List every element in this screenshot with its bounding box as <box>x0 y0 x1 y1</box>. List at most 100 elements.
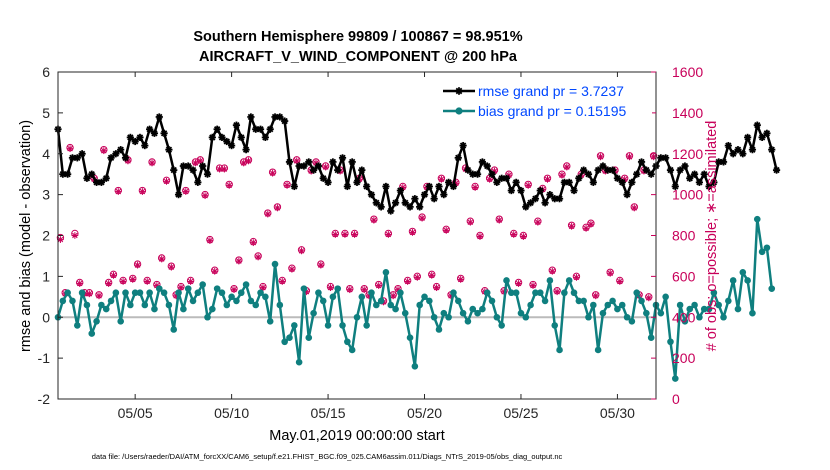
bias-point <box>257 289 264 297</box>
rmse-point <box>203 170 212 178</box>
bias-point <box>691 301 698 309</box>
y-right-tick-label: 0 <box>672 391 680 407</box>
obs-assimilated-marker <box>211 267 219 275</box>
obs-assimilated-marker <box>476 233 484 240</box>
bias-point <box>127 301 134 309</box>
obs-assimilated-marker <box>216 165 223 173</box>
legend-box <box>440 80 652 124</box>
bias-point <box>570 289 578 297</box>
rmse-point <box>729 150 737 158</box>
rmse-point <box>473 170 482 178</box>
obs-assimilated-marker <box>563 163 571 171</box>
bias-point <box>315 289 322 297</box>
rmse-point <box>363 182 371 191</box>
x-axis-label: May.01,2019 00:00:00 start <box>269 428 444 444</box>
obs-assimilated-marker <box>346 286 354 294</box>
bias-point <box>546 277 554 284</box>
obs-assimilated-marker <box>558 171 566 179</box>
x-tick-label: 05/15 <box>311 405 346 421</box>
bias-point <box>604 301 612 309</box>
y-tick-label: 1 <box>42 268 50 284</box>
obs-assimilated-marker <box>119 278 127 285</box>
y-right-tick-label: 200 <box>672 350 696 366</box>
rmse-point <box>488 170 496 178</box>
rmse-point <box>449 182 458 191</box>
bias-point <box>233 297 240 305</box>
obs-assimilated-marker <box>466 218 474 226</box>
obs-assimilated-marker <box>351 231 358 238</box>
rmse-point <box>555 195 564 203</box>
bias-point <box>324 322 332 329</box>
obs-assimilated-marker <box>592 292 600 300</box>
bias-point <box>445 313 452 321</box>
rmse-point <box>753 121 761 129</box>
bias-point <box>541 297 549 305</box>
rmse-point <box>748 146 757 154</box>
bias-point <box>397 289 404 297</box>
legend-rmse-label: rmse grand pr = 3.7237 <box>478 83 624 99</box>
rmse-point <box>295 162 303 170</box>
bias-point <box>93 318 100 325</box>
rmse-point <box>131 137 139 146</box>
y-right-tick-label: 400 <box>672 309 696 325</box>
chart-title: Southern Hemisphere 99809 / 100867 = 98.… <box>193 29 522 45</box>
bias-point <box>286 334 293 341</box>
rmse-point <box>763 129 771 137</box>
bias-point <box>146 289 153 297</box>
bias-point <box>522 313 530 321</box>
bias-point <box>237 289 245 297</box>
rmse-point <box>647 170 655 178</box>
obs-assimilated-marker <box>626 153 633 161</box>
obs-assimilated-marker <box>568 222 575 230</box>
obs-assimilated-marker <box>384 231 392 238</box>
bias-point <box>266 318 274 325</box>
bias-point <box>498 322 505 329</box>
bias-point <box>387 301 395 309</box>
x-tick-label: 05/20 <box>407 405 442 421</box>
bias-point <box>392 305 399 313</box>
bias-point <box>681 318 689 325</box>
bias-point <box>334 285 342 292</box>
rmse-point <box>454 154 462 162</box>
rmse-point <box>271 113 279 121</box>
bias-point <box>705 305 713 313</box>
bias-point <box>329 293 337 301</box>
bias-point <box>141 301 149 309</box>
y-axis-ticks: -2 -1 0 1 2 3 4 5 6 <box>38 64 63 407</box>
rmse-point <box>546 191 554 199</box>
rmse-point <box>700 170 708 178</box>
bias-point <box>512 289 520 297</box>
bias-point <box>493 313 501 321</box>
rmse-point <box>146 125 154 133</box>
y-tick-label: 5 <box>42 105 50 121</box>
bias-point <box>700 305 708 313</box>
bias-point <box>406 334 414 341</box>
bias-point <box>590 301 597 309</box>
y-right-tick-label: 1000 <box>672 187 703 203</box>
y-tick-label: -1 <box>38 350 51 366</box>
bias-point <box>517 309 525 317</box>
obs-assimilated-marker <box>298 247 305 255</box>
bias-point <box>479 305 486 313</box>
rmse-point <box>609 166 617 174</box>
obs-assimilated-marker <box>428 271 436 279</box>
obs-assimilated-marker <box>587 220 595 228</box>
rmse-point <box>671 182 679 191</box>
bias-point <box>464 318 472 325</box>
bias-point <box>78 289 86 297</box>
bias-point <box>247 297 255 305</box>
bias-point <box>122 289 129 297</box>
bias-point <box>749 309 756 317</box>
bias-point <box>411 363 419 370</box>
bias-point <box>218 289 226 297</box>
bias-point <box>469 305 477 313</box>
bias-point <box>368 289 375 297</box>
bias-point <box>199 281 206 288</box>
legend: rmse grand pr = 3.7237 bias grand pr = 0… <box>440 80 652 124</box>
bias-point <box>69 297 76 305</box>
obs-assimilated-marker <box>182 188 190 195</box>
bias-point <box>281 338 288 346</box>
rmse-point <box>199 162 207 170</box>
rmse-point <box>493 178 501 186</box>
x-tick-label: 05/05 <box>118 405 153 421</box>
